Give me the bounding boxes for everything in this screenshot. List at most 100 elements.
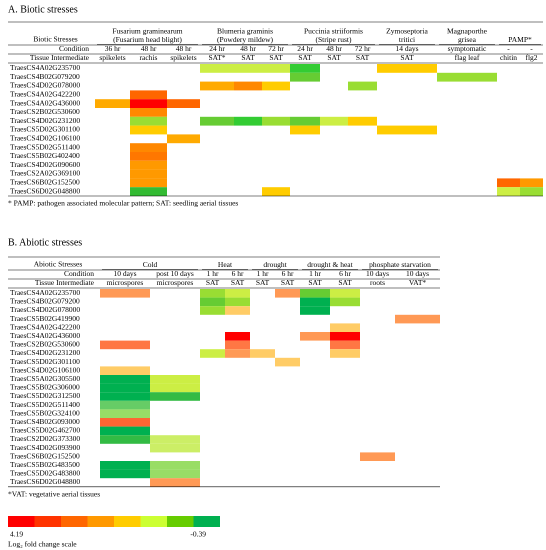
- heatmap-cell: [234, 116, 262, 126]
- heatmap-cell: [200, 306, 225, 315]
- condition-label: -: [507, 44, 510, 53]
- group-label: Blumeria graminis: [217, 27, 273, 36]
- tissue-label: SAT: [356, 53, 370, 62]
- heatmap-cell: [150, 443, 200, 453]
- gene-label: TraesCS4A02G422200: [10, 90, 80, 99]
- heatmap-cell: [330, 349, 360, 358]
- heatmap-cell: [348, 116, 377, 126]
- gene-label: TraesCS5D02G511400: [10, 400, 80, 409]
- heatmap-cell: [130, 125, 167, 135]
- gene-label: TraesCS5D02G462700: [10, 426, 80, 435]
- heatmap-cell: [100, 375, 150, 384]
- tissue-label: SAT: [231, 278, 245, 287]
- scale-swatch: [167, 516, 194, 527]
- heatmap-cell: [377, 64, 437, 73]
- gene-label: TraesCS5D02G511400: [10, 142, 80, 151]
- group-label: drought: [263, 260, 287, 269]
- gene-label: TraesCS2D02G373300: [10, 434, 80, 443]
- header-label: Tissue Intermediate: [30, 53, 90, 62]
- gene-label: TraesCS6B02G152500: [10, 451, 80, 460]
- heatmap-cell: [225, 340, 250, 350]
- heatmap-cell: [200, 116, 234, 126]
- heatmap-cell: [200, 297, 225, 307]
- heatmap-cell: [225, 349, 250, 358]
- group-label: (Stripe rust): [315, 35, 352, 44]
- scale-swatch: [114, 516, 141, 527]
- gene-label: TraesCS4A02G436000: [10, 331, 80, 340]
- gene-label: TraesCS4D02G231200: [10, 348, 80, 357]
- gene-label: TraesCS5D02G312500: [10, 391, 80, 400]
- condition-label: 6 hr: [282, 269, 294, 278]
- gene-label: TraesCS6D02G048800: [10, 186, 80, 195]
- heatmap-cell: [150, 383, 200, 393]
- condition-label: 48 hr: [141, 44, 157, 53]
- gene-label: TraesCS2A02G369100: [10, 169, 80, 178]
- heatmap-cell: [395, 314, 440, 324]
- tissue-label: microspores: [157, 278, 194, 287]
- heatmap-cell: [100, 435, 150, 444]
- group-label: Cold: [143, 260, 158, 269]
- heatmap-cell: [250, 349, 275, 358]
- tissue-label: SAT*: [208, 53, 225, 62]
- heatmap-cell: [234, 81, 262, 91]
- group-label: grisea: [458, 35, 477, 44]
- tissue-label: SAT: [298, 53, 312, 62]
- heatmap-cell: [100, 418, 150, 427]
- heatmap-cell: [300, 306, 330, 315]
- heatmap-cell: [100, 400, 150, 410]
- heatmap-cell: [100, 340, 150, 350]
- heatmap-cell: [262, 64, 290, 73]
- footnote: * PAMP: pathogen associated molecular pa…: [8, 199, 238, 208]
- gene-label: TraesCS6D02G048800: [10, 477, 80, 486]
- heatmap-cell: [360, 452, 395, 461]
- heatmap-cell: [100, 469, 150, 479]
- condition-label: 6 hr: [339, 269, 351, 278]
- scale-swatch: [193, 516, 220, 527]
- condition-label: 72 hr: [268, 44, 284, 53]
- heatmap-cell: [225, 306, 250, 315]
- gene-label: TraesCS2B02G530600: [10, 340, 80, 349]
- tissue-label: SAT: [269, 53, 283, 62]
- tissue-label: SAT: [241, 53, 255, 62]
- heatmap-cell: [130, 187, 167, 196]
- heatmap-cell: [437, 72, 497, 82]
- group-label: Magnaporthe: [447, 27, 488, 36]
- group-label: Fusarium graminearum: [112, 27, 182, 36]
- heatmap-cell: [320, 116, 348, 126]
- heatmap-cell: [348, 81, 377, 91]
- heatmap-cell: [330, 340, 360, 350]
- heatmap-cell: [520, 178, 543, 188]
- tissue-label: SAT: [327, 53, 341, 62]
- heatmap-cell: [300, 332, 330, 341]
- condition-label: -: [530, 44, 533, 53]
- heatmap-cell: [100, 392, 150, 401]
- header-label: Tissue Intermediate: [35, 278, 95, 287]
- panel-title: B. Abiotic stresses: [8, 237, 82, 248]
- tissue-label: SAT: [256, 278, 270, 287]
- condition-label: 10 days: [406, 269, 429, 278]
- tissue-label: SAT: [281, 278, 295, 287]
- heatmap-cell: [130, 160, 167, 170]
- heatmap-cell: [100, 366, 150, 375]
- heatmap-cell: [520, 187, 543, 196]
- condition-label: 14 days: [395, 44, 418, 53]
- condition-label: symptomatic: [448, 44, 487, 53]
- header-label: Condition: [59, 44, 89, 53]
- footnote: *VAT: vegetative aerial tissues: [8, 490, 100, 499]
- heatmap-cell: [200, 349, 225, 358]
- condition-label: 1 hr: [309, 269, 321, 278]
- gene-label: TraesCS4D02G106100: [10, 365, 80, 374]
- condition-label: 48 hr: [176, 44, 192, 53]
- heatmap-cell: [150, 469, 200, 479]
- heatmap-cell: [300, 297, 330, 307]
- heatmap-cell: [100, 383, 150, 393]
- heatmap-cell: [130, 169, 167, 179]
- condition-label: 48 hr: [240, 44, 256, 53]
- gene-label: TraesCS4D02G231200: [10, 116, 80, 125]
- heatmap-cell: [262, 81, 290, 91]
- heatmap-cell: [150, 392, 200, 401]
- heatmap-cell: [100, 426, 150, 436]
- group-label: PAMP*: [508, 35, 532, 44]
- gene-label: TraesCS5A02G305500: [10, 374, 80, 383]
